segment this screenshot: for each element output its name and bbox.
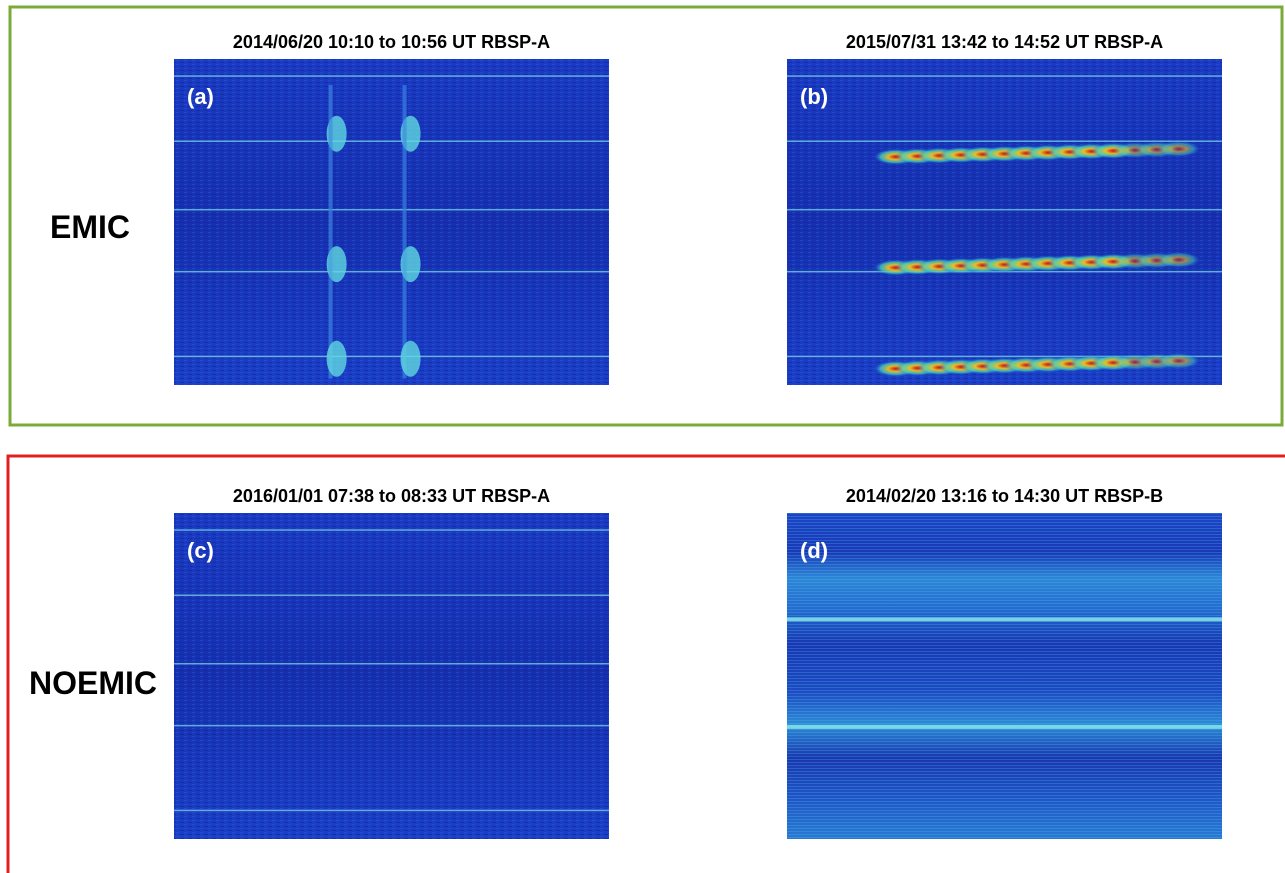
- group-label: EMIC: [50, 209, 130, 245]
- emic-wave: [1157, 141, 1201, 157]
- panel-title: 2014/02/20 13:16 to 14:30 UT RBSP-B: [846, 486, 1163, 506]
- band-line: [174, 271, 609, 273]
- band-line: [174, 75, 609, 77]
- panel-tag: (d): [800, 538, 828, 563]
- burst: [403, 85, 407, 378]
- band-line: [174, 356, 609, 358]
- band-line: [174, 529, 609, 531]
- panel-tag: (c): [187, 538, 214, 563]
- band-line: [174, 209, 609, 211]
- band-line: [787, 209, 1222, 211]
- band-line: [787, 75, 1222, 77]
- spectrogram-noise: [787, 59, 1222, 385]
- burst: [329, 85, 333, 378]
- panel-title: 2014/06/20 10:10 to 10:56 UT RBSP-A: [233, 32, 550, 52]
- group-label: NOEMIC: [29, 665, 157, 701]
- panel-title: 2016/01/01 07:38 to 08:33 UT RBSP-A: [233, 486, 550, 506]
- band-line: [174, 663, 609, 665]
- panel-tag: (a): [187, 84, 214, 109]
- band-line: [174, 810, 609, 812]
- burst-spot: [401, 341, 421, 377]
- panel-title: 2015/07/31 13:42 to 14:52 UT RBSP-A: [846, 32, 1163, 52]
- emic-wave: [1157, 252, 1201, 268]
- band-line: [174, 725, 609, 727]
- band-line: [787, 725, 1222, 729]
- spectrogram-noise: [174, 59, 609, 385]
- spectrogram-noise: [787, 513, 1222, 839]
- burst-spot: [327, 341, 347, 377]
- spectrogram-noise: [174, 513, 609, 839]
- band-line: [174, 595, 609, 597]
- panel-tag: (b): [800, 84, 828, 109]
- figure: EMIC 2014/06/20 10:10 to 10:56 UT RBSP-A 2…: [0, 0, 1285, 873]
- emic-wave: [1157, 353, 1201, 369]
- band-line: [787, 617, 1222, 621]
- band-line: [174, 141, 609, 143]
